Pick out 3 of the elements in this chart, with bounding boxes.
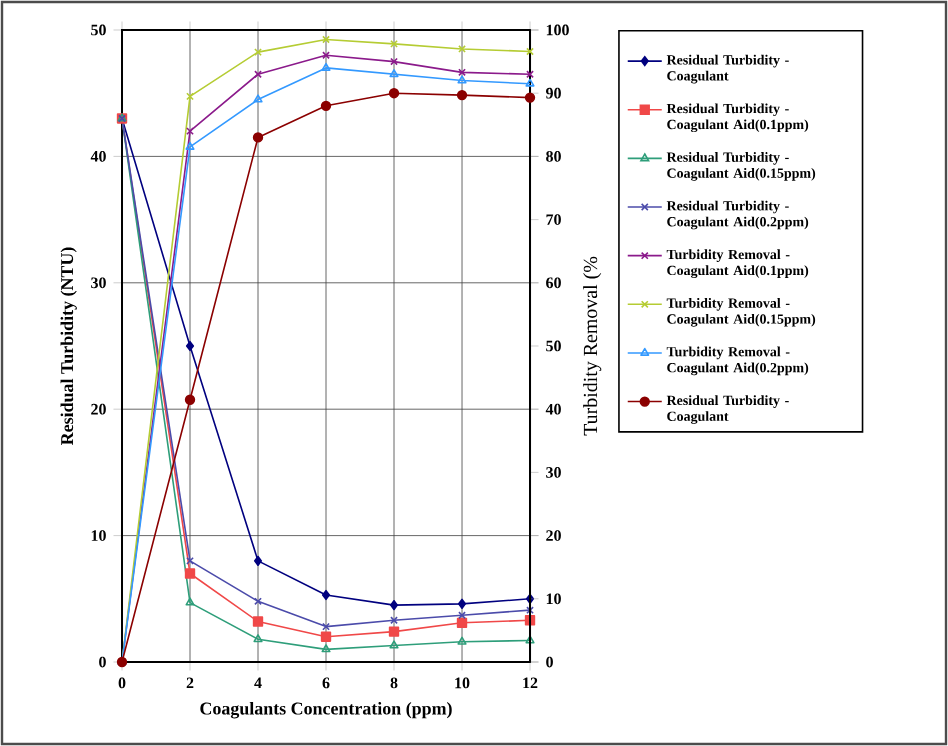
- y-axis-title: Residual Turbidity (NTU): [60, 247, 77, 445]
- y2-axis-title: Turbidity Removal (%: [583, 256, 602, 436]
- x-axis-title: Coagulants Concentration (ppm): [200, 701, 452, 719]
